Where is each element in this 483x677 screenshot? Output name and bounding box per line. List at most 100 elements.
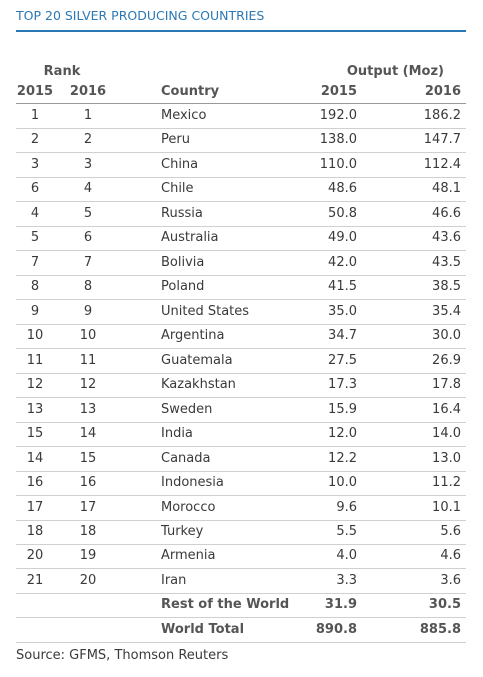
output-2015: 49.0 [328, 230, 357, 246]
rank-2016: 8 [83, 279, 93, 295]
rank-2016: 20 [79, 572, 97, 588]
output-2016: 16.4 [432, 401, 461, 417]
row-rule [16, 201, 466, 203]
output-2015: 4.0 [336, 548, 357, 564]
row-rule [16, 641, 466, 643]
country: Sweden [161, 401, 213, 417]
country: Iran [161, 572, 187, 588]
rank-2015: 9 [30, 303, 40, 319]
output-2016: 38.5 [432, 279, 461, 295]
country: China [161, 156, 199, 172]
column-header: 2015 [16, 84, 54, 99]
total-2015: 890.8 [315, 621, 357, 637]
output-2015: 5.5 [336, 523, 357, 539]
output-2015: 9.6 [336, 499, 357, 515]
row-rule [16, 274, 466, 276]
rank-2016: 16 [79, 475, 97, 491]
country: Morocco [161, 499, 216, 515]
row-rule [16, 446, 466, 448]
output-2016: 17.8 [432, 377, 461, 393]
output-2016: 13.0 [432, 450, 461, 466]
output-2016: 112.4 [423, 156, 461, 172]
output-2016: 43.6 [432, 230, 461, 246]
output-2016: 5.6 [440, 523, 461, 539]
output-2015: 35.0 [328, 303, 357, 319]
rank-2015: 3 [30, 156, 40, 172]
output-2016: 43.5 [432, 254, 461, 270]
country: Indonesia [161, 475, 224, 491]
rank-2015: 17 [26, 499, 44, 515]
output-2016: 46.6 [432, 205, 461, 221]
rank-2016: 19 [79, 548, 97, 564]
rank-2015: 15 [26, 426, 44, 442]
title: TOP 20 SILVER PRODUCING COUNTRIES [16, 8, 265, 23]
country: Mexico [161, 108, 207, 123]
country: Canada [161, 450, 211, 466]
output-2015: 48.6 [328, 181, 357, 197]
rank-2016: 18 [79, 523, 97, 539]
rank-2016: 4 [83, 181, 93, 197]
output-2016: 147.7 [423, 132, 461, 148]
country: United States [161, 303, 250, 319]
country: Chile [161, 181, 194, 197]
output-2015: 50.8 [328, 205, 357, 221]
country: Turkey [161, 523, 204, 539]
output-2016: 11.2 [432, 475, 461, 491]
rank-2016: 13 [79, 401, 97, 417]
column-header: Country [161, 84, 220, 99]
row-rule [16, 152, 466, 154]
output-2015: 10.0 [328, 475, 357, 491]
output-2015: 110.0 [319, 156, 357, 172]
output-2016: 4.6 [440, 548, 461, 564]
row-rule [16, 617, 466, 619]
country: Kazakhstan [161, 377, 236, 393]
rank-2015: 21 [26, 572, 44, 588]
row-rule [16, 519, 466, 521]
output-2015: 42.0 [328, 254, 357, 270]
rank-2016: 9 [83, 303, 93, 319]
row-rule [16, 397, 466, 399]
output-2016: 186.2 [423, 108, 461, 123]
row-rule [16, 568, 466, 570]
row-rule [16, 543, 466, 545]
country: India [161, 426, 193, 442]
output-2015: 34.7 [328, 328, 357, 344]
output-2015: 3.3 [336, 572, 357, 588]
output-2016: 30.0 [432, 328, 461, 344]
row-rule [16, 470, 466, 472]
header-rule [16, 103, 466, 104]
rank-2015: 10 [26, 328, 44, 344]
rank-2016: 7 [83, 254, 93, 270]
output-2015: 27.5 [328, 352, 357, 368]
total-label: Rest of the World [161, 597, 290, 613]
rank-2016: 3 [83, 156, 93, 172]
rank-2015: 14 [26, 450, 44, 466]
country: Russia [161, 205, 203, 221]
total-2015: 31.9 [324, 597, 357, 613]
rank-2015: 16 [26, 475, 44, 491]
row-rule [16, 323, 466, 325]
rank-2016: 12 [79, 377, 97, 393]
rank-2015: 6 [30, 181, 40, 197]
rank-2016: 6 [83, 230, 93, 246]
output-2016: 14.0 [432, 426, 461, 442]
output-2015: 138.0 [319, 132, 357, 148]
country: Australia [161, 230, 219, 246]
country: Peru [161, 132, 190, 148]
column-header: 2015 [320, 84, 357, 99]
rank-2015: 18 [26, 523, 44, 539]
row-rule [16, 592, 466, 594]
country: Argentina [161, 328, 225, 344]
rank-2015: 11 [26, 352, 44, 368]
output-2015: 192.0 [319, 108, 357, 123]
output-2016: 48.1 [432, 181, 461, 197]
row-rule [16, 128, 466, 129]
country: Armenia [161, 548, 216, 564]
row-rule [16, 225, 466, 227]
row-rule [16, 495, 466, 497]
row-rule [16, 176, 466, 178]
rank-2015: 7 [30, 254, 40, 270]
rank-2015: 20 [26, 548, 44, 564]
rank-2016: 14 [79, 426, 97, 442]
rank-2015: 8 [30, 279, 40, 295]
